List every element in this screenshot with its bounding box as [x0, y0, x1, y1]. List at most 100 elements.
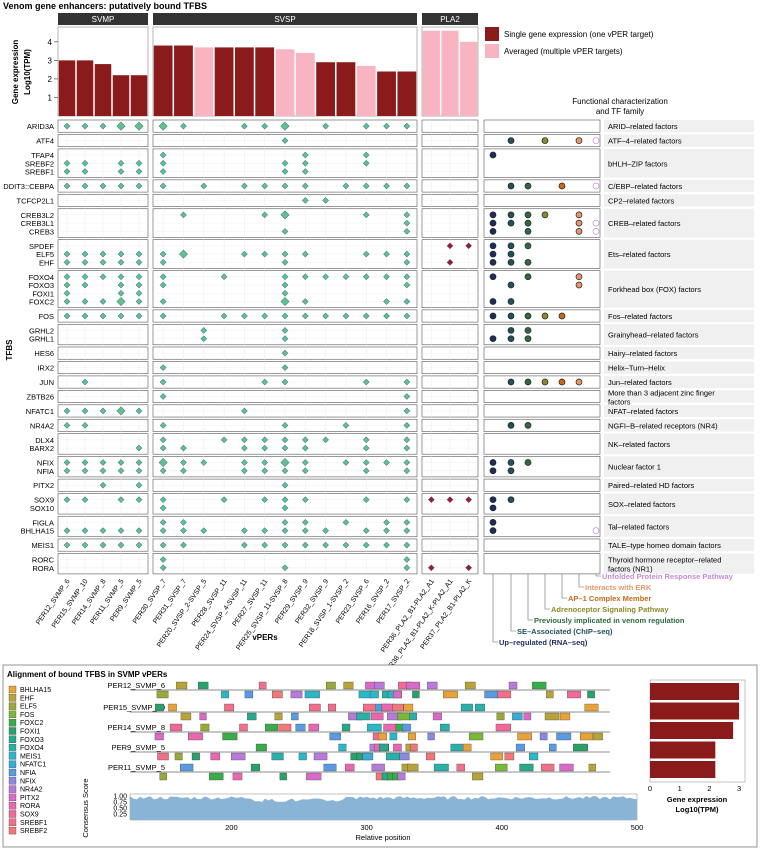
- binding-diamond: [159, 496, 167, 504]
- binding-diamond: [281, 137, 289, 144]
- family-label-bg: [604, 309, 754, 323]
- alignment-motif: [271, 690, 283, 699]
- tf-family-label: Ets–related factors: [608, 250, 671, 259]
- binding-diamond: [281, 273, 289, 281]
- func-dot: [507, 182, 515, 190]
- alignment-motif: [369, 690, 379, 699]
- func-dot: [541, 312, 549, 320]
- binding-diamond: [261, 459, 269, 466]
- func-dot: [575, 211, 583, 219]
- alignment-motif: [403, 703, 414, 712]
- binding-diamond: [362, 250, 370, 258]
- binding-diamond: [200, 459, 208, 466]
- binding-diamond: [362, 444, 370, 452]
- alignment-expression-bar: [650, 741, 716, 759]
- binding-diamond: [383, 250, 390, 258]
- binding-diamond: [159, 168, 167, 175]
- func-group-panel: [483, 119, 601, 133]
- binding-diamond: [117, 467, 125, 475]
- alignment-legend-swatch: [8, 802, 17, 810]
- binding-diamond: [281, 335, 289, 343]
- alignment-motif: [365, 681, 376, 690]
- expression-bar: [397, 71, 417, 116]
- alignment-motif: [580, 732, 593, 741]
- alignment-motif: [313, 752, 328, 761]
- func-leader-line: [561, 574, 567, 599]
- binding-diamond: [342, 182, 350, 190]
- alignment-x-tick: 400: [496, 823, 509, 832]
- binding-diamond: [281, 436, 289, 444]
- family-label-bg: [604, 404, 754, 418]
- alignment-seq-label: PER9_SVMP_5: [112, 743, 165, 752]
- binding-diamond: [117, 250, 125, 258]
- consensus-y-tick: 0.75: [113, 800, 127, 807]
- binding-diamond: [362, 496, 370, 504]
- binding-diamond: [135, 527, 143, 534]
- func-dot: [524, 182, 532, 190]
- func-legend-label: SE–Associated (ChIP–seq): [517, 627, 613, 636]
- func-leader-line: [492, 574, 498, 643]
- family-label-bg: [604, 419, 754, 432]
- func-dot: [524, 459, 532, 466]
- consensus-y-tick: 0.25: [113, 812, 127, 819]
- alignment-motif: [157, 752, 169, 761]
- figure-title: Venom gene enhancers: putatively bound T…: [3, 1, 207, 11]
- alignment-motif: [523, 712, 532, 721]
- func-dot: [592, 182, 600, 190]
- alignment-motif: [495, 763, 508, 772]
- binding-diamond: [261, 496, 269, 504]
- func-dot: [558, 312, 566, 320]
- binding-diamond: [159, 273, 167, 281]
- alignment-expression-bar: [650, 722, 734, 739]
- alignment-motif: [247, 712, 257, 721]
- tf-label: CREB3: [29, 227, 54, 236]
- expression-bar: [356, 65, 376, 116]
- alignment-motif: [291, 712, 299, 721]
- func-dot: [507, 250, 515, 258]
- family-label-bg: [604, 148, 754, 178]
- family-label-bg: [604, 493, 754, 515]
- alignment-motif: [405, 681, 421, 690]
- binding-diamond: [159, 436, 167, 444]
- func-dot: [507, 211, 515, 219]
- alignment-expr-tick: 3: [737, 784, 741, 793]
- binding-diamond: [301, 459, 309, 466]
- binding-diamond: [63, 168, 71, 175]
- binding-diamond: [241, 527, 248, 534]
- tf-family-label: CP2–related factors: [608, 196, 675, 205]
- binding-diamond: [281, 364, 289, 371]
- tf-label: FOXI1: [32, 289, 54, 298]
- alignment-motif: [389, 732, 398, 741]
- binding-diamond: [301, 197, 309, 204]
- binding-diamond: [99, 407, 107, 415]
- binding-diamond: [241, 182, 248, 190]
- func-dot: [524, 312, 532, 320]
- binding-diamond: [301, 250, 309, 258]
- alignment-motif: [463, 743, 472, 752]
- func-group-panel: [483, 404, 601, 418]
- func-legend-label: Unfolded Protein Response Pathway: [602, 572, 734, 581]
- alignment-motif: [381, 703, 395, 712]
- binding-diamond: [301, 467, 309, 475]
- binding-diamond: [81, 378, 89, 386]
- binding-diamond: [281, 541, 289, 549]
- binding-diamond: [159, 444, 167, 452]
- alignment-motif: [519, 763, 534, 772]
- binding-diamond: [81, 312, 89, 320]
- binding-diamond: [403, 298, 411, 305]
- alignment-motif: [402, 723, 411, 732]
- alignment-motif: [408, 732, 416, 741]
- binding-diamond: [362, 436, 370, 444]
- alignment-legend-swatch: [8, 826, 17, 835]
- alignment-motif: [363, 703, 377, 712]
- alignment-motif: [472, 772, 484, 781]
- binding-diamond: [63, 289, 71, 297]
- alignment-motif: [197, 681, 209, 690]
- binding-diamond: [159, 556, 167, 563]
- alignment-legend-swatch: [8, 760, 17, 768]
- binding-diamond: [159, 281, 167, 289]
- func-dot: [541, 378, 549, 386]
- tf-family-label: Paired–related HD factors: [608, 481, 695, 490]
- alignment-motif: [559, 712, 571, 721]
